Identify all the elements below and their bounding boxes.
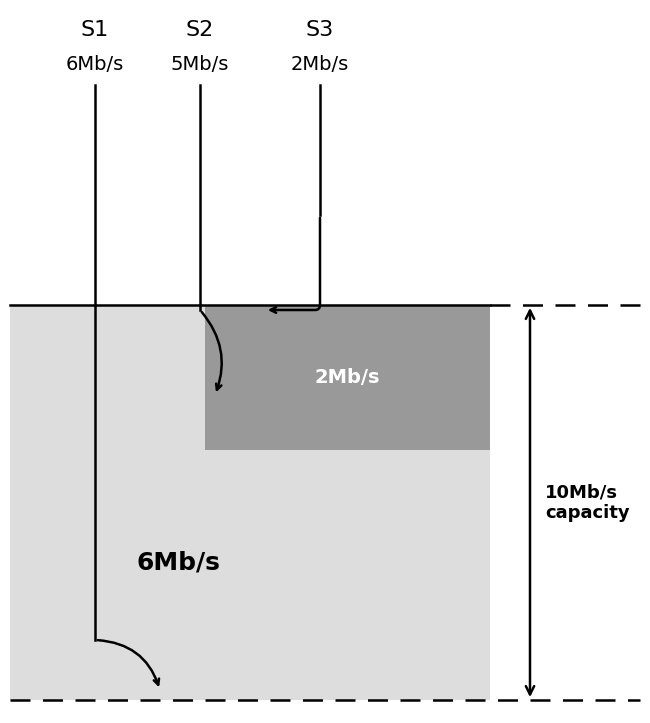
- Text: S3: S3: [306, 20, 334, 40]
- Text: 6Mb/s: 6Mb/s: [66, 56, 124, 74]
- Bar: [10, 305, 490, 700]
- Text: 5Mb/s: 5Mb/s: [171, 56, 229, 74]
- Text: 2Mb/s: 2Mb/s: [315, 368, 380, 387]
- Text: 2Mb/s: 2Mb/s: [291, 56, 349, 74]
- Text: S1: S1: [81, 20, 109, 40]
- Text: S2: S2: [186, 20, 214, 40]
- Text: 6Mb/s: 6Mb/s: [136, 550, 220, 575]
- Text: 10Mb/s
capacity: 10Mb/s capacity: [545, 483, 630, 522]
- Bar: [205, 305, 490, 450]
